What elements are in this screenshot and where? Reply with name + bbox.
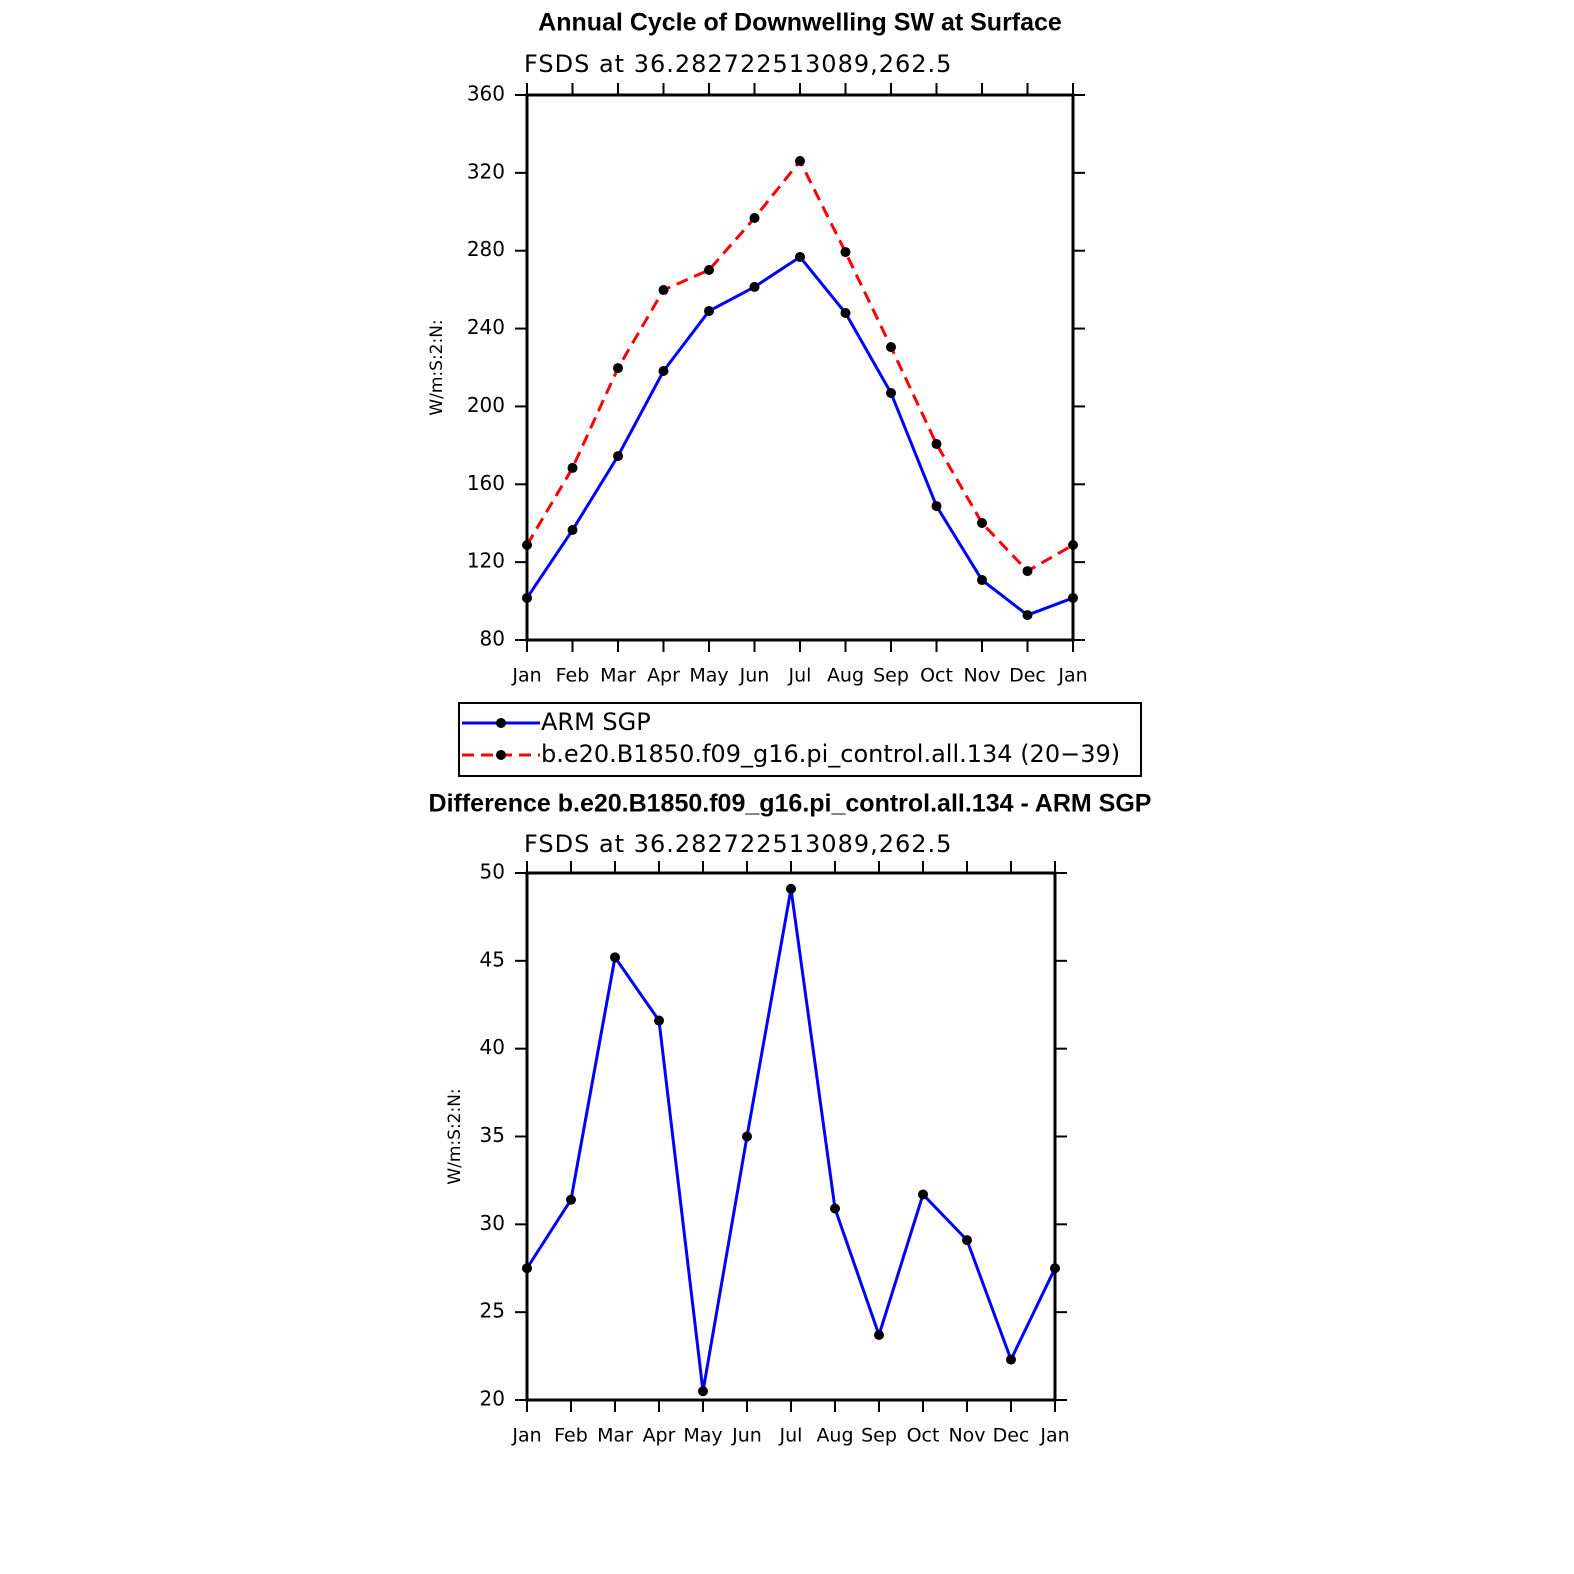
- y-tick-label: 40: [480, 1035, 505, 1059]
- y-tick-label: 80: [480, 627, 505, 651]
- point: [886, 387, 896, 398]
- x-tick-label: May: [683, 1425, 722, 1447]
- x-tick-label: Nov: [948, 1425, 985, 1447]
- point: [567, 525, 578, 536]
- point: [1022, 566, 1033, 577]
- legend-label: b.e20.B1850.f09_g16.pi_control.all.134 (…: [541, 740, 1120, 768]
- x-tick-label: Sep: [861, 1425, 897, 1447]
- point: [1022, 610, 1033, 621]
- point: [704, 306, 714, 317]
- x-tick-label: Jul: [779, 1425, 803, 1447]
- point: [1068, 592, 1078, 603]
- y-axis-label: W/m:S:2:N:: [445, 1088, 465, 1184]
- x-tick-label: Dec: [1009, 665, 1046, 687]
- x-tick-label: Apr: [647, 665, 680, 687]
- x-tick-label: Jan: [511, 665, 541, 687]
- series-line: [525, 254, 1074, 617]
- x-tick-label: Dec: [993, 1425, 1030, 1447]
- point: [567, 462, 578, 473]
- point: [1068, 540, 1078, 551]
- y-tick-label: 45: [480, 947, 505, 971]
- y-tick-label: 20: [480, 1387, 505, 1411]
- y-tick-label: 120: [467, 549, 505, 573]
- x-tick-label: Oct: [920, 665, 953, 687]
- point: [931, 438, 942, 449]
- point: [962, 1235, 972, 1246]
- point: [977, 518, 987, 529]
- point: [1006, 1354, 1016, 1365]
- x-tick-label: Apr: [643, 1425, 676, 1447]
- point: [742, 1131, 752, 1142]
- point: [977, 575, 987, 586]
- chart-subtitle: FSDS at 36.282722513089,262.5: [524, 50, 952, 78]
- point: [886, 342, 896, 353]
- point: [795, 155, 805, 166]
- legend-box: [458, 702, 1142, 777]
- point: [840, 308, 851, 318]
- x-tick-label: Feb: [556, 665, 590, 687]
- x-tick-label: Aug: [827, 665, 864, 687]
- x-tick-label: Oct: [907, 1425, 940, 1447]
- x-tick-label: Aug: [816, 1425, 853, 1447]
- y-tick-label: 30: [480, 1211, 505, 1235]
- x-tick-label: Jan: [1057, 665, 1087, 687]
- y-tick-label: 200: [467, 393, 505, 417]
- x-tick-label: Jul: [788, 665, 812, 687]
- point: [830, 1203, 840, 1214]
- point: [795, 251, 805, 262]
- y-tick-label: 240: [467, 315, 505, 339]
- point: [613, 363, 623, 374]
- plot-frame: [525, 871, 1057, 1402]
- legend-marker: [496, 718, 506, 728]
- x-tick-label: Mar: [600, 665, 636, 687]
- point: [698, 1386, 708, 1397]
- chart-title: Annual Cycle of Downwelling SW at Surfac…: [538, 9, 1062, 37]
- y-tick-label: 25: [480, 1299, 505, 1323]
- legend-marker: [496, 750, 506, 760]
- y-tick-label: 280: [467, 237, 505, 261]
- y-tick-label: 360: [467, 82, 505, 106]
- legend-label: ARM SGP: [541, 708, 651, 736]
- point: [658, 366, 669, 377]
- y-tick-label: 320: [467, 159, 505, 183]
- series-line: [525, 158, 1074, 573]
- point: [918, 1189, 928, 1200]
- point: [786, 883, 796, 894]
- x-tick-label: Feb: [554, 1425, 588, 1447]
- plot-frame: [525, 93, 1075, 642]
- point: [566, 1194, 576, 1205]
- point: [749, 281, 760, 292]
- y-tick-label: 160: [467, 471, 505, 495]
- chart-subtitle: FSDS at 36.282722513089,262.5: [524, 830, 952, 858]
- point: [522, 1263, 532, 1274]
- point: [840, 247, 851, 258]
- x-tick-label: May: [689, 665, 728, 687]
- point: [658, 285, 669, 296]
- x-tick-label: Jun: [739, 665, 770, 687]
- x-tick-label: Mar: [597, 1425, 633, 1447]
- series-line: [525, 888, 1057, 1392]
- point: [522, 592, 532, 603]
- y-axis-label: W/m:S:2:N:: [427, 319, 447, 415]
- x-tick-label: Sep: [873, 665, 909, 687]
- y-tick-label: 50: [480, 860, 505, 884]
- point: [1050, 1263, 1060, 1274]
- point: [749, 213, 760, 224]
- point: [613, 451, 623, 462]
- x-tick-label: Jan: [1039, 1425, 1069, 1447]
- x-tick-label: Nov: [963, 665, 1000, 687]
- point: [931, 501, 942, 512]
- point: [522, 540, 532, 551]
- x-tick-label: Jun: [731, 1425, 762, 1447]
- point: [610, 952, 620, 963]
- point: [704, 264, 714, 275]
- y-tick-label: 35: [480, 1123, 505, 1147]
- point: [874, 1330, 884, 1341]
- x-tick-label: Jan: [511, 1425, 541, 1447]
- point: [654, 1015, 664, 1026]
- chart-title: Difference b.e20.B1850.f09_g16.pi_contro…: [429, 790, 1152, 818]
